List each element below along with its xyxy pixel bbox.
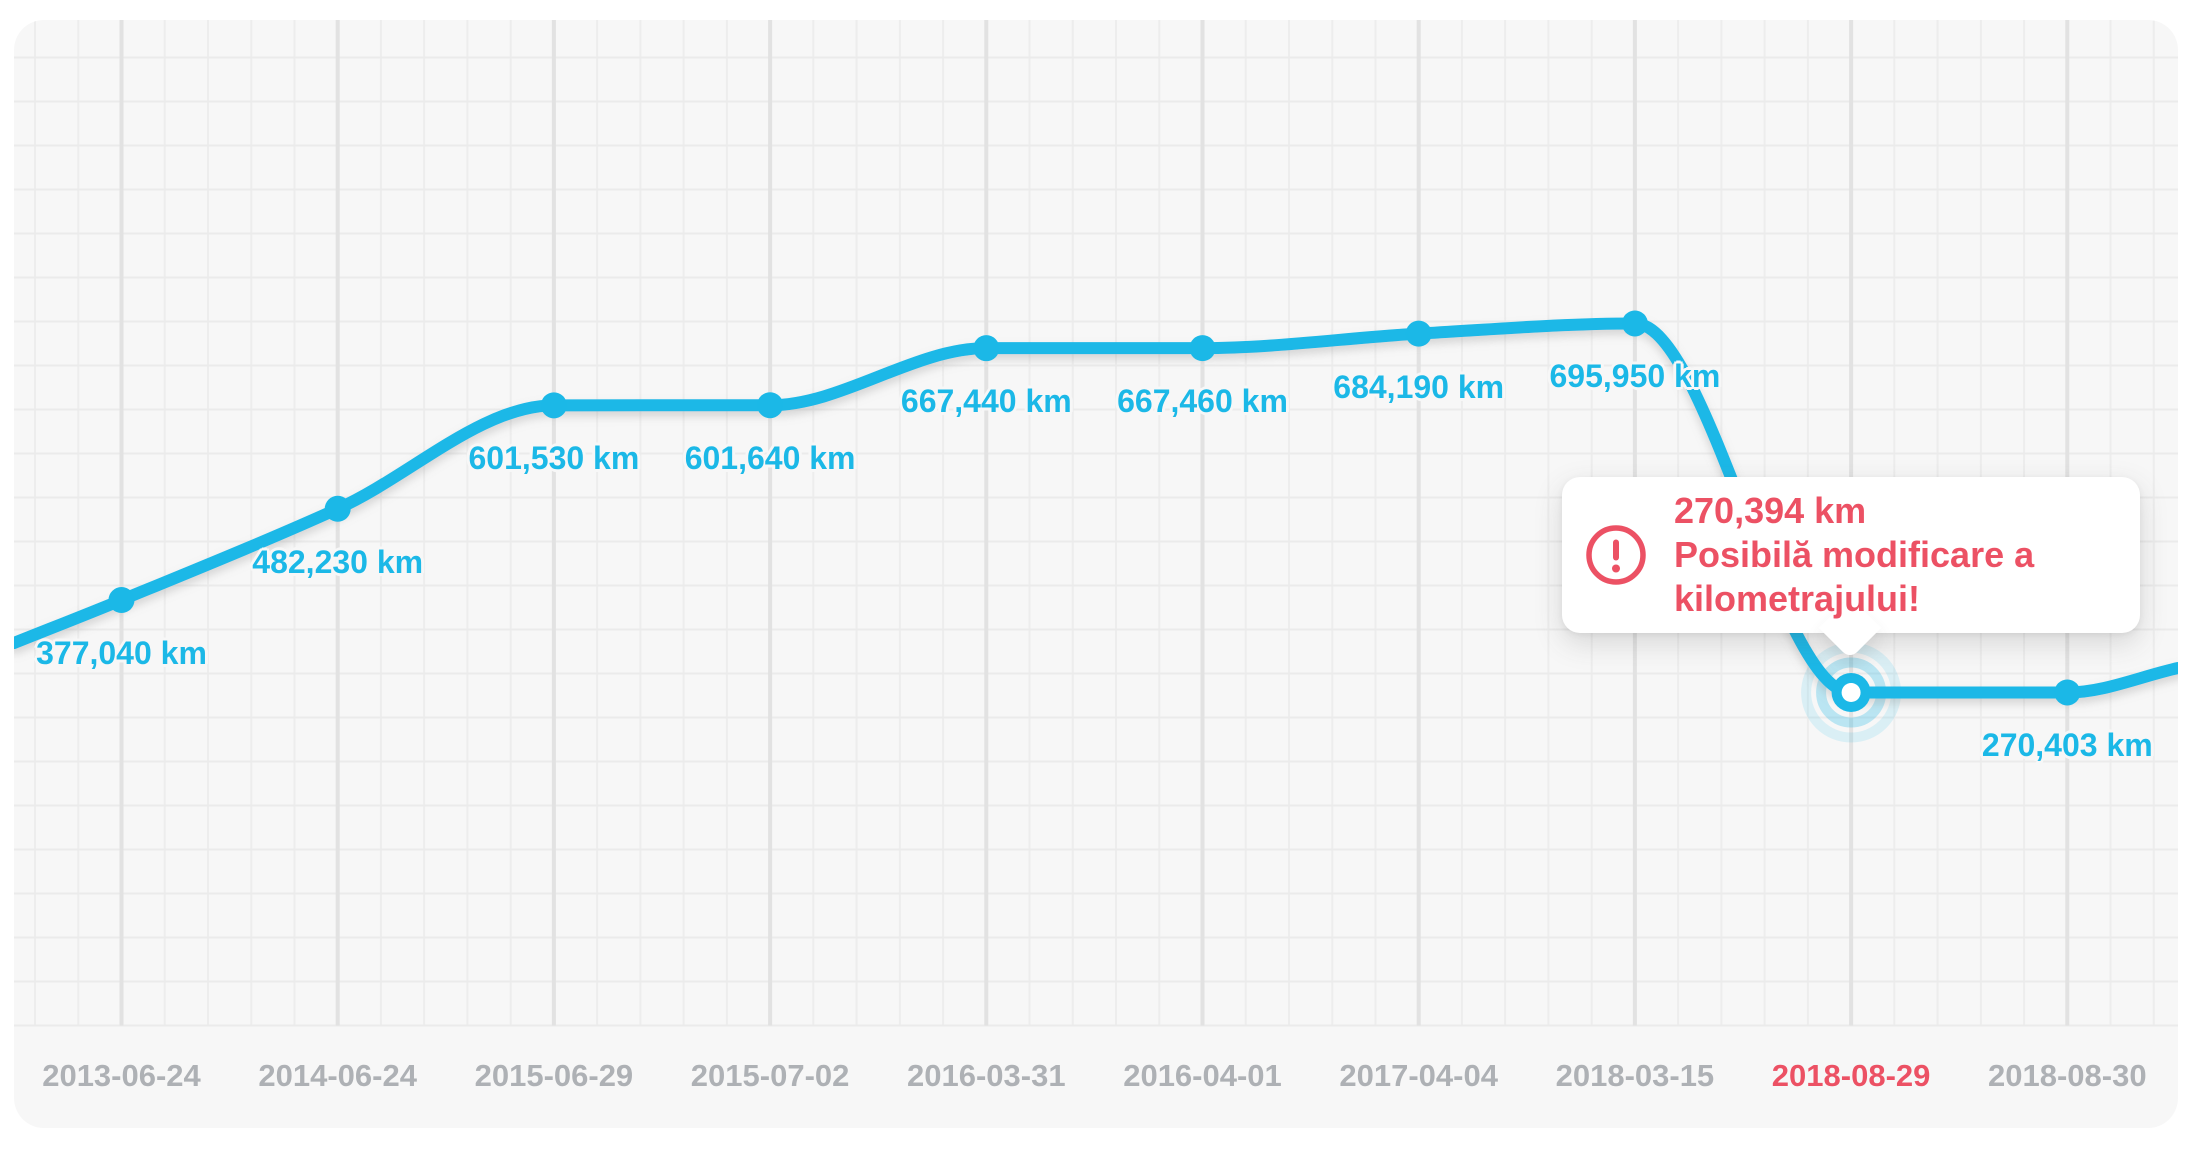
data-point-dot[interactable] [108, 587, 135, 614]
alert-exclamation-circle-icon [1584, 523, 1648, 587]
odometer-alert-tooltip: 270,394 km Posibilă modificare a kilomet… [1562, 477, 2140, 660]
tooltip-odometer-value: 270,394 km [1674, 490, 1867, 531]
data-point-dot[interactable] [1189, 335, 1216, 362]
data-point-dot[interactable] [757, 392, 784, 419]
data-point-dot[interactable] [324, 495, 351, 522]
data-point-dot[interactable] [1405, 320, 1432, 347]
data-point-dot[interactable] [1621, 310, 1648, 337]
data-point-dot[interactable] [973, 335, 1000, 362]
tooltip-alert-message: Posibilă modificare a kilometrajului! [1674, 534, 2035, 619]
highlighted-data-point[interactable] [1831, 673, 1871, 712]
chart-gridlines [14, 20, 2178, 1027]
data-point-dot[interactable] [2054, 679, 2081, 706]
tooltip-text-block: 270,394 km Posibilă modificare a kilomet… [1674, 489, 2116, 621]
data-point-dot[interactable] [540, 392, 567, 419]
